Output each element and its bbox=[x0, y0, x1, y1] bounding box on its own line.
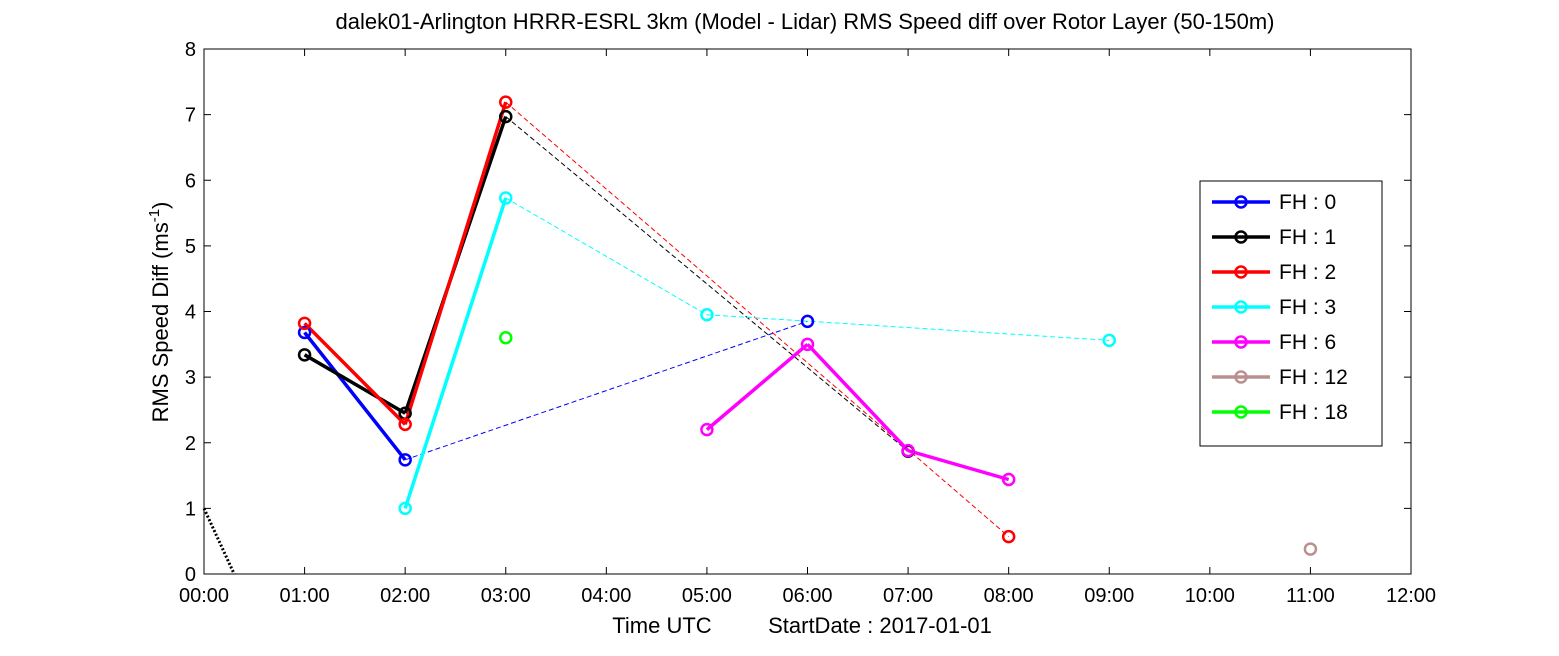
series-3-segment bbox=[505, 197, 708, 316]
legend-marker bbox=[1234, 230, 1248, 244]
series-4-segment bbox=[907, 448, 1010, 482]
series-2-point bbox=[1001, 529, 1016, 544]
y-axis-label-close: ) bbox=[148, 202, 173, 209]
legend-label: FH : 18 bbox=[1279, 401, 1348, 424]
x-tick-label: 12:00 bbox=[1386, 585, 1436, 607]
series-1-segment bbox=[303, 353, 407, 415]
series-1-point bbox=[297, 348, 312, 362]
markers bbox=[297, 95, 1318, 556]
series-3-point bbox=[499, 191, 513, 205]
series-3-point bbox=[1102, 333, 1116, 348]
series-4-point bbox=[1001, 472, 1016, 487]
legend: FH : 0 FH : 1 FH : 2 FH : 3 FH : 6 FH : 12 FH … bbox=[1199, 180, 1383, 447]
x-tick-label: 11:00 bbox=[1286, 585, 1335, 607]
series-2-point bbox=[499, 95, 513, 109]
legend-box bbox=[1199, 180, 1383, 447]
legend-marker bbox=[1234, 335, 1248, 349]
y-tick-label: 4 bbox=[185, 302, 196, 324]
legend-label: FH : 12 bbox=[1279, 366, 1348, 389]
legend-marker bbox=[1234, 195, 1248, 209]
legend-marker bbox=[1234, 265, 1248, 279]
x-tick-label: 01:00 bbox=[280, 585, 330, 607]
x-axis-label-startdate: StartDate : 2017-01-01 bbox=[768, 613, 992, 638]
y-tick-label: 7 bbox=[185, 105, 196, 127]
y-tick-label: 0 bbox=[185, 564, 196, 586]
x-tick-label: 09:00 bbox=[1084, 585, 1134, 607]
x-axis: 00:00 01:00 02:00 03:00 04:00 05:00 06:00 07:00… bbox=[179, 49, 1436, 607]
series-4-segment bbox=[705, 342, 809, 431]
legend-label: FH : 3 bbox=[1279, 296, 1336, 319]
series-5-point bbox=[1303, 542, 1318, 556]
plot-area bbox=[202, 48, 1412, 575]
y-tick-label: 3 bbox=[185, 367, 196, 389]
x-tick-label: 08:00 bbox=[984, 585, 1034, 607]
solid-segments bbox=[303, 101, 1010, 509]
x-axis-label: Time UTC StartDate : 2017-01-01 bbox=[612, 613, 992, 638]
series-4-point bbox=[800, 337, 815, 352]
x-tick-label: 05:00 bbox=[682, 585, 732, 607]
y-axis-label-unit-exponent: -1 bbox=[146, 209, 163, 222]
series-3-segment bbox=[706, 314, 1110, 341]
dashed-segments bbox=[405, 101, 1110, 537]
series-4-point bbox=[700, 422, 714, 437]
chart-title: dalek01-Arlington HRRR-ESRL 3km (Model -… bbox=[335, 9, 1274, 34]
legend-label: FH : 2 bbox=[1279, 261, 1336, 284]
series-2-segment bbox=[403, 101, 508, 425]
y-axis-label-main: RMS Speed Diff (ms bbox=[148, 222, 173, 422]
series-3-segment bbox=[403, 197, 508, 509]
series-0-segment bbox=[405, 320, 808, 461]
series-0-segment bbox=[303, 331, 407, 461]
x-axis-label-main: Time UTC bbox=[612, 613, 712, 638]
x-tick-label: 03:00 bbox=[481, 585, 531, 607]
x-tick-label: 02:00 bbox=[380, 585, 430, 607]
x-tick-label: 00:00 bbox=[179, 585, 229, 607]
series-0-point bbox=[800, 314, 815, 329]
legend-label: FH : 6 bbox=[1279, 331, 1336, 354]
y-tick-label: 8 bbox=[185, 39, 196, 61]
x-tick-label: 10:00 bbox=[1185, 585, 1235, 607]
x-tick-label: 07:00 bbox=[883, 585, 933, 607]
series-2-point bbox=[297, 316, 312, 331]
series-4-segment bbox=[806, 343, 910, 452]
legend-marker bbox=[1234, 405, 1248, 419]
y-axis: 0 1 2 3 4 5 6 7 8 bbox=[185, 39, 1411, 586]
legend-marker bbox=[1234, 300, 1248, 314]
series-0-point bbox=[398, 453, 412, 467]
reference-dotted-line bbox=[202, 507, 236, 575]
legend-marker bbox=[1234, 370, 1248, 384]
series-1-point bbox=[499, 109, 513, 124]
legend-label: FH : 1 bbox=[1279, 226, 1336, 249]
series-2-point bbox=[398, 417, 412, 432]
x-tick-label: 04:00 bbox=[581, 585, 631, 607]
series-6-point bbox=[499, 331, 513, 345]
x-tick-label: 06:00 bbox=[782, 585, 832, 607]
y-axis-label: RMS Speed Diff (ms-1) bbox=[146, 202, 173, 423]
series-2-segment bbox=[505, 101, 1009, 537]
legend-label: FH : 0 bbox=[1279, 191, 1336, 214]
series-4-point bbox=[901, 443, 915, 458]
y-tick-label: 6 bbox=[185, 170, 196, 192]
y-tick-label: 5 bbox=[185, 236, 196, 258]
series-3-point bbox=[700, 308, 714, 322]
series-0-point bbox=[297, 325, 312, 340]
y-tick-label: 2 bbox=[185, 433, 196, 455]
series-2-segment bbox=[303, 322, 407, 426]
series-1-segment bbox=[505, 116, 909, 452]
series-3-point bbox=[398, 501, 412, 516]
y-tick-label: 1 bbox=[185, 498, 196, 520]
